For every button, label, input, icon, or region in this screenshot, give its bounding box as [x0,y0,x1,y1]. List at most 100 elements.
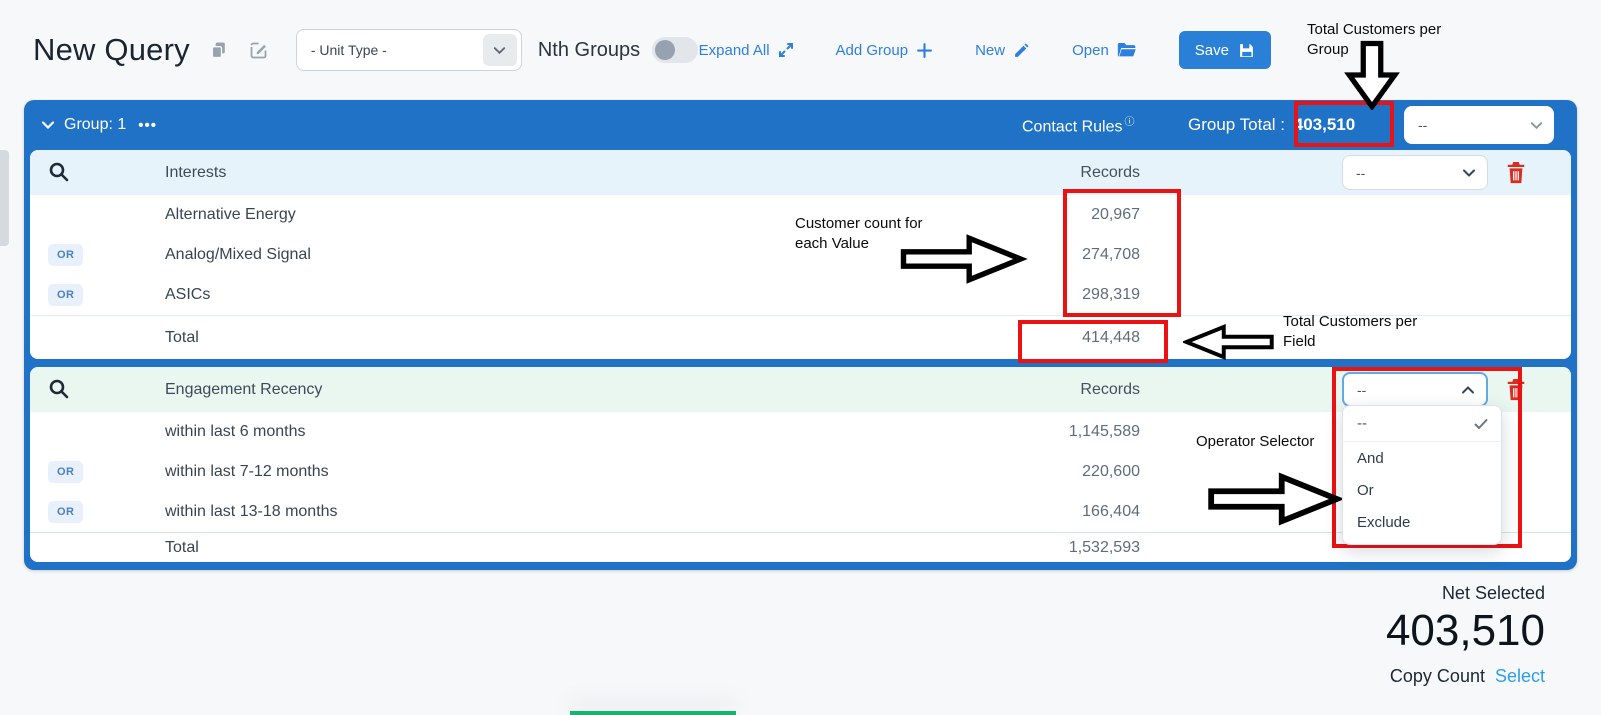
record-count: 220,600 [1082,463,1140,480]
total-label: Total [165,538,199,556]
table-row[interactable]: OR ASICs 298,319 [30,275,1571,315]
contact-rules-label: Contact Rules [1022,118,1123,136]
group-menu-button[interactable]: ••• [138,116,158,134]
chevron-down-icon [1529,118,1544,133]
total-value: 1,532,593 [1068,538,1140,556]
group-total-label: Group Total : [1188,115,1286,134]
record-count: 166,404 [1082,503,1140,520]
copy-query-icon[interactable] [208,39,230,61]
field-section-interests: Interests Records -- Alternative Energy … [30,150,1571,359]
toggle-knob [655,40,676,60]
record-count: 20,967 [1091,206,1140,223]
save-label: Save [1194,41,1229,59]
value-label: Alternative Energy [165,206,296,223]
menu-item-label: Or [1357,481,1374,499]
group-title: Group: 1 [64,116,127,133]
engagement-operator-value: -- [1357,381,1367,398]
save-icon [1240,43,1253,57]
select-link[interactable]: Select [1494,666,1545,686]
or-operator-badge[interactable]: OR [48,501,84,523]
net-selected-label: Net Selected [1441,583,1545,603]
field-total-row: Total 1,532,593 [30,532,1571,562]
engagement-header: Engagement Recency Records -- -- And Or … [30,367,1571,545]
menu-item[interactable]: Exclude [1343,506,1501,538]
copy-count-label: Copy Count [1389,666,1485,686]
unit-type-select[interactable]: - Unit Type - [295,29,522,71]
engagement-operator-select[interactable]: -- [1342,372,1488,407]
menu-item[interactable]: -- [1343,406,1501,442]
annotation-value-counts: Customer count for each Value [795,215,923,252]
toast-top-edge [570,711,736,715]
open-query-button[interactable]: Open [1072,42,1137,59]
group-total: Group Total : 403,510 [1188,115,1355,135]
total-label: Total [165,328,199,346]
group-card: Group: 1 ••• Contact Rules ⓘ Group Total … [24,100,1577,570]
contact-rules-link[interactable]: Contact Rules ⓘ [1022,113,1135,136]
total-value: 414,448 [1082,328,1140,346]
records-column-header: Records [1080,380,1140,398]
menu-item-label: -- [1357,415,1367,432]
delete-field-icon[interactable] [1505,161,1527,185]
interests-header: Interests Records -- [30,150,1571,195]
or-operator-badge[interactable]: OR [48,284,84,306]
collapsed-panel-handle[interactable] [0,150,9,246]
folder-icon [1117,42,1136,56]
table-row[interactable]: OR within last 7-12 months 220,600 [30,452,1571,492]
page-title: New Query [33,32,190,67]
menu-item[interactable]: Or [1343,474,1501,506]
menu-item[interactable]: And [1343,442,1501,474]
value-label: within last 7-12 months [165,463,329,480]
new-label: New [975,41,1006,59]
save-button[interactable]: Save [1178,31,1271,69]
annotation-group-total: Total Customers per Group [1307,21,1442,58]
operator-dropdown-menu: -- And Or Exclude [1342,405,1502,545]
expand-icon [778,43,793,57]
unit-type-value: - Unit Type - [310,42,387,58]
right-arrow-annotation [1208,472,1345,526]
check-icon [1473,416,1489,432]
group-total-value: 403,510 [1293,115,1356,134]
annotation-field-total: Total Customers per Field [1283,313,1418,350]
add-group-button[interactable]: Add Group [836,42,934,59]
table-row[interactable]: Alternative Energy 20,967 [30,195,1571,235]
open-label: Open [1072,41,1109,59]
table-row[interactable]: within last 6 months 1,145,589 [30,412,1571,452]
right-arrow-annotation [900,234,1028,284]
net-selected-value: 403,510 [1385,606,1545,655]
left-arrow-annotation [1183,323,1274,361]
nth-groups-toggle[interactable] [652,37,699,63]
record-count: 298,319 [1082,286,1140,303]
chevron-down-icon [482,34,517,66]
expand-all-button[interactable]: Expand All [699,42,794,59]
chevron-up-icon [1460,382,1476,398]
plus-icon [917,42,933,58]
search-icon[interactable] [47,377,71,401]
collapse-chevron-icon[interactable] [40,117,56,133]
group-header-bar: Group: 1 ••• Contact Rules ⓘ Group Total … [30,100,1571,150]
menu-item-label: Exclude [1357,513,1411,531]
new-query-button[interactable]: New [975,42,1030,59]
group-operator-value: -- [1418,117,1428,133]
interests-operator-select[interactable]: -- [1342,155,1488,190]
field-section-engagement-recency: Engagement Recency Records -- -- And Or … [30,367,1571,562]
or-operator-badge[interactable]: OR [48,461,84,483]
record-count: 1,145,589 [1068,423,1140,440]
search-icon[interactable] [47,160,71,184]
add-group-label: Add Group [835,41,909,59]
record-count: 274,708 [1082,246,1140,263]
interests-operator-value: -- [1356,164,1366,181]
top-header: New Query - Unit Type - Nth Groups Expan… [0,0,1601,100]
toolbar: Expand All Add Group New Open Save [699,31,1271,69]
table-row[interactable]: OR Analog/Mixed Signal 274,708 [30,235,1571,275]
or-operator-badge[interactable]: OR [48,244,84,266]
net-selected-panel: Net Selected 403,510 Copy Count Select [1386,583,1545,687]
value-label: within last 6 months [165,423,306,440]
value-label: ASICs [165,286,211,303]
info-icon: ⓘ [1124,117,1135,129]
delete-field-icon[interactable] [1505,378,1527,402]
chevron-down-icon [1461,165,1477,181]
value-label: Analog/Mixed Signal [165,246,311,263]
value-label: within last 13-18 months [165,503,338,520]
group-operator-select[interactable]: -- [1404,106,1554,144]
edit-query-icon[interactable] [248,39,270,61]
